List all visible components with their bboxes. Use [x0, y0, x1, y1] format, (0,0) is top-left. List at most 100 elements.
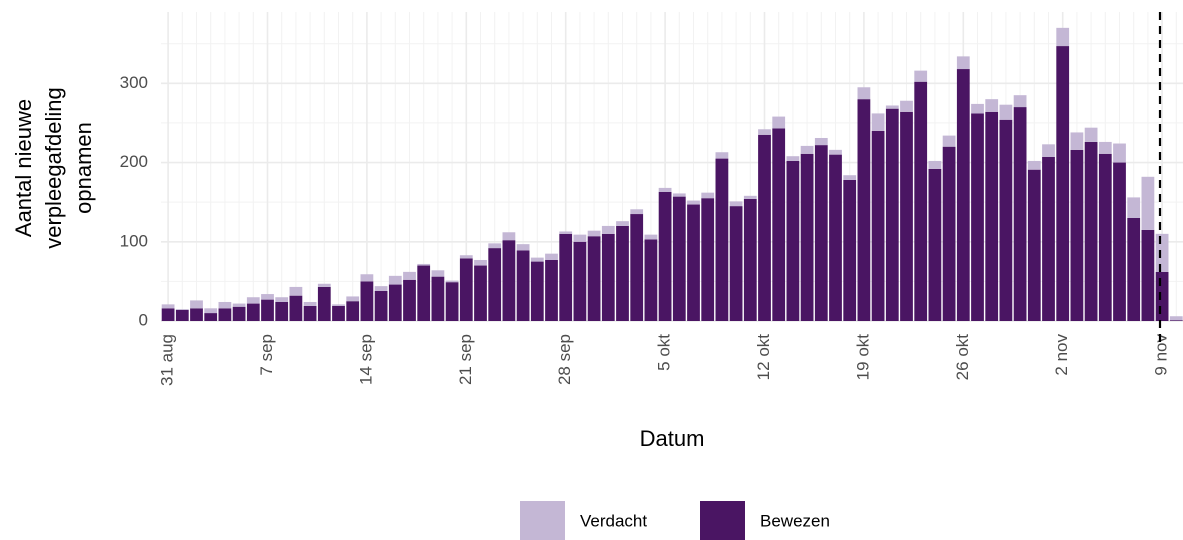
bar	[303, 301, 317, 306]
bar	[388, 275, 402, 285]
bar	[687, 204, 700, 321]
bar	[885, 108, 899, 322]
x-tick-label: 21 sep	[456, 334, 475, 385]
bar	[190, 308, 203, 321]
bar	[445, 280, 459, 283]
bar	[942, 146, 956, 321]
bar	[871, 130, 885, 321]
bar	[758, 129, 771, 135]
bar	[445, 282, 459, 321]
bar	[701, 198, 715, 321]
bar	[857, 99, 871, 322]
bar	[1141, 176, 1155, 230]
legend-label: Bewezen	[760, 511, 830, 530]
bar	[530, 261, 544, 321]
bar	[1056, 46, 1070, 322]
bar	[1098, 153, 1112, 321]
y-axis-label: verpleegafdeling	[41, 87, 66, 248]
y-axis-label: Aantal nieuwe	[11, 99, 36, 237]
bar	[928, 168, 942, 321]
bar	[985, 111, 999, 321]
bar	[1127, 218, 1141, 321]
bar	[1056, 27, 1070, 47]
bar	[786, 160, 800, 321]
bar	[289, 295, 303, 321]
bar	[829, 154, 842, 321]
y-tick-label: 300	[120, 73, 148, 92]
bar	[616, 225, 629, 321]
bar	[346, 296, 360, 302]
bar	[1113, 143, 1126, 163]
bar	[999, 119, 1013, 321]
bar	[900, 111, 913, 321]
bar	[573, 234, 587, 242]
bar	[431, 270, 445, 277]
bar	[971, 103, 984, 114]
bar	[616, 221, 629, 226]
bar	[246, 297, 260, 304]
y-tick-label: 0	[139, 310, 148, 329]
bar	[161, 308, 175, 321]
bar	[388, 284, 402, 321]
bar	[814, 137, 828, 146]
bar	[232, 306, 246, 321]
bar	[360, 274, 374, 282]
bar	[218, 308, 232, 321]
x-axis-label: Datum	[640, 426, 705, 451]
bar	[516, 250, 530, 321]
bar	[743, 198, 757, 321]
bar	[829, 149, 842, 155]
bar	[672, 193, 686, 197]
bar	[1155, 233, 1169, 272]
bar	[701, 192, 715, 199]
bar	[275, 297, 289, 302]
bar	[772, 116, 786, 129]
bar	[204, 313, 218, 321]
bar	[502, 232, 516, 241]
bar	[687, 200, 700, 205]
bar	[1027, 160, 1041, 170]
bar	[900, 100, 913, 112]
bar	[587, 230, 601, 237]
x-tick-label: 12 okt	[754, 334, 773, 381]
y-tick-label: 200	[120, 152, 148, 171]
bar	[332, 305, 345, 321]
bar	[1141, 229, 1155, 321]
bar	[1113, 162, 1126, 321]
bar	[573, 241, 587, 321]
bar	[559, 233, 573, 321]
bar	[459, 255, 473, 259]
bar	[928, 160, 942, 169]
bar	[743, 195, 757, 199]
bar	[1169, 316, 1183, 321]
bar	[630, 209, 644, 215]
bar	[431, 276, 445, 321]
bar	[758, 134, 771, 321]
bar	[1013, 107, 1027, 321]
legend-swatch	[520, 501, 565, 540]
bar	[175, 309, 189, 310]
bar	[289, 286, 303, 296]
bar	[644, 239, 658, 321]
x-tick-label: 28 sep	[555, 334, 574, 385]
bar	[346, 301, 360, 321]
bar	[360, 281, 374, 321]
bar	[871, 113, 885, 131]
bar	[658, 191, 672, 321]
bar	[1127, 197, 1141, 218]
legend-item: Bewezen	[700, 501, 830, 540]
bar	[516, 244, 530, 251]
bar	[956, 69, 970, 322]
bar	[1013, 95, 1027, 108]
bar	[1042, 156, 1055, 321]
x-tick-label: 31 aug	[158, 334, 177, 386]
bar	[232, 303, 246, 307]
bar	[914, 70, 928, 82]
bar	[474, 265, 487, 321]
bar	[488, 248, 502, 321]
bar	[772, 128, 786, 321]
bar	[261, 294, 274, 300]
bar	[843, 175, 857, 180]
bar	[942, 135, 956, 147]
x-tick-label: 19 okt	[853, 334, 872, 381]
